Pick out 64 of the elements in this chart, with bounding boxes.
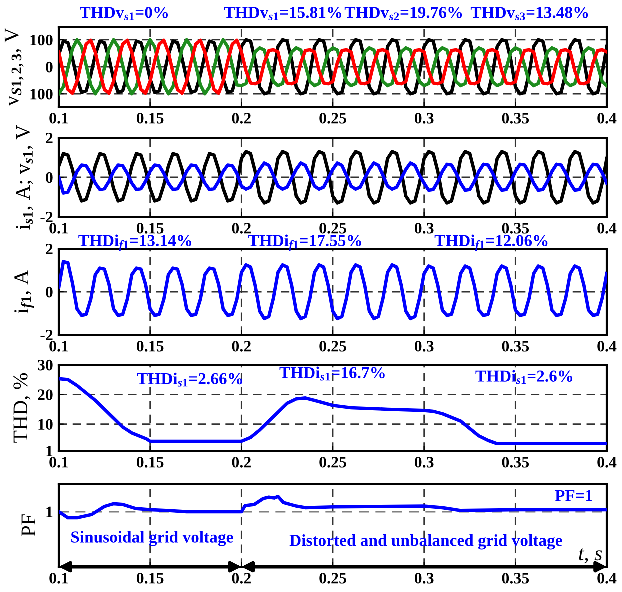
y-tick-label: 0 (46, 172, 53, 184)
y-axis-title: i$_{s1}$, A; v$_{s1}$, V (16, 125, 34, 230)
x-tick-label: 0.4 (598, 341, 617, 352)
annotation: Distorted and unbalanced grid voltage (290, 534, 562, 550)
y-tick-label: 0 (46, 286, 53, 298)
x-tick-label: 0.25 (320, 341, 346, 352)
x-tick-label: 0.35 (502, 223, 530, 234)
x-tick-label: 0.4 (598, 113, 617, 124)
x-tick-label: 0.15 (136, 457, 164, 468)
x-tick-label: 0.25 (320, 573, 346, 584)
x-axis-title: t, s (579, 548, 602, 564)
annotation: THDi$_{s1}$=16.7% (280, 366, 385, 381)
y-tick-label: 20 (38, 390, 53, 400)
x-tick-label: 0.3 (414, 341, 434, 352)
y-tick-label: 1 (46, 446, 53, 457)
x-tick-label: 0.25 (320, 223, 346, 234)
y-tick-label: 10 (38, 419, 53, 430)
x-tick-label: 0.15 (136, 223, 164, 234)
x-tick-label: 0.35 (502, 457, 530, 468)
y-tick-label: 0 (46, 62, 53, 73)
x-tick-label: 0.15 (136, 341, 164, 352)
text: THDv$_{s2}$=19.76% (344, 7, 462, 21)
x-tick-label: 0.1 (50, 457, 68, 468)
y-tick-label: 30 (38, 360, 53, 371)
x-tick-label: 0.2 (232, 223, 251, 234)
x-tick-label: 0.4 (598, 573, 617, 584)
x-tick-label: 0.2 (232, 341, 251, 352)
x-tick-label: 0.15 (136, 113, 164, 124)
x-tick-label: 0.35 (502, 113, 530, 124)
line-series (59, 260, 607, 321)
x-tick-label: 0.4 (598, 457, 617, 468)
y-axis-title: v$_{S1,2,3}$, V (4, 28, 24, 106)
y-tick-label: 100 (30, 88, 53, 100)
x-tick-label: 0.4 (598, 223, 617, 234)
x-tick-label: 0.3 (414, 223, 434, 234)
text: THDv$_{s1}$=0% (80, 7, 168, 21)
annotation: PF=1 (555, 490, 592, 502)
x-tick-label: 0.3 (414, 573, 434, 584)
line-series (59, 162, 607, 195)
y-axis-title: PF (22, 514, 36, 536)
y-axis-title: THD, % (14, 373, 31, 443)
x-tick-label: 0.2 (232, 113, 251, 124)
x-tick-label: 0.35 (502, 341, 530, 352)
y-tick-label: 2 (46, 244, 53, 255)
x-tick-label: 0.3 (414, 113, 434, 124)
y-tick-label: -2 (40, 330, 53, 341)
text: THDv$_{s3}$=13.48% (470, 7, 588, 21)
x-tick-label: 0.25 (320, 113, 346, 124)
x-tick-label: 0.1 (50, 573, 68, 584)
text: THDv$_{s1}$=15.81% (224, 7, 342, 21)
x-tick-label: 0.1 (50, 113, 68, 124)
x-tick-label: 0.15 (136, 573, 164, 584)
y-tick-label: 100 (30, 34, 53, 46)
annotation: Sinusoidal grid voltage (72, 531, 234, 546)
x-tick-label: 0.1 (50, 223, 68, 234)
x-tick-label: 0.1 (50, 341, 68, 352)
y-tick-label: 2 (46, 132, 53, 144)
x-tick-label: 0.25 (320, 457, 346, 468)
y-axis-title: i$_{f1}$, A (14, 270, 34, 314)
x-tick-label: 0.2 (232, 573, 251, 584)
y-tick-label: -2 (40, 212, 53, 223)
x-tick-label: 0.3 (414, 457, 434, 468)
x-tick-label: 0.35 (502, 573, 530, 584)
x-tick-label: 0.2 (232, 457, 251, 468)
